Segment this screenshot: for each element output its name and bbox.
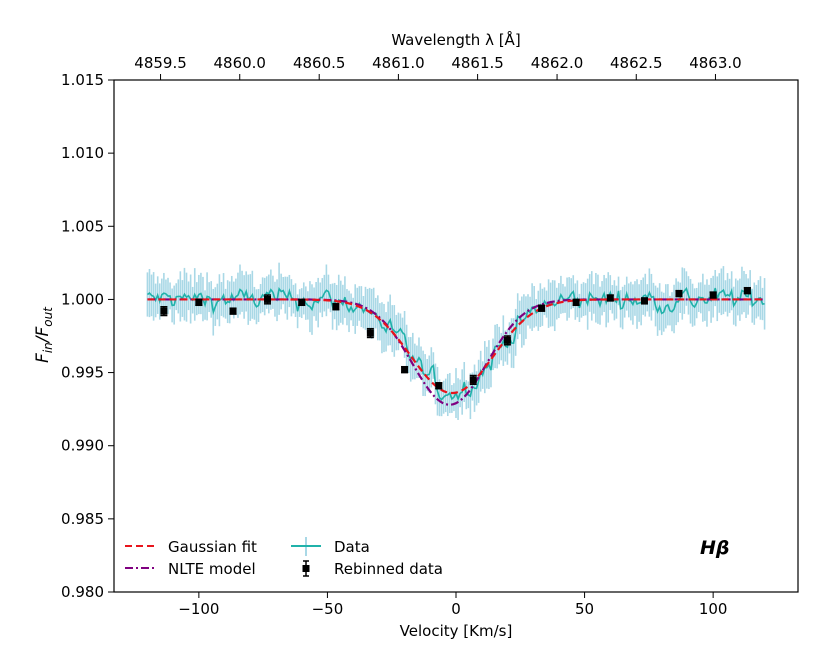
data-errorbars xyxy=(146,262,766,420)
rebinned-point xyxy=(469,376,477,384)
rebinned-point xyxy=(640,297,648,305)
legend-data-label: Data xyxy=(334,538,370,556)
y-axis-label-sub1: in xyxy=(41,342,55,353)
top-x-tick-label: 4860.5 xyxy=(293,54,346,72)
x-tick-label: 0 xyxy=(451,600,461,618)
top-x-tick-label: 4862.0 xyxy=(531,54,584,72)
y-axis-label-sep: / xyxy=(33,334,53,344)
rebinned-point xyxy=(709,291,717,299)
line-annotation: Hβ xyxy=(700,537,730,559)
x-axis-label: Velocity [Km/s] xyxy=(400,622,513,640)
x-tick-label: 100 xyxy=(699,600,728,618)
top-x-tick-label: 4863.0 xyxy=(689,54,742,72)
y-tick-label: 1.015 xyxy=(61,71,104,89)
rebinned-point xyxy=(675,290,683,298)
rebinned-point xyxy=(195,298,203,306)
legend-rebinned-marker xyxy=(302,565,310,572)
rebinned-point xyxy=(229,307,237,315)
top-x-tick-label: 4862.5 xyxy=(610,54,663,72)
rebinned-point xyxy=(743,287,751,295)
y-axis-label-sub2: out xyxy=(41,306,55,327)
rebinned-point xyxy=(572,298,580,306)
y-tick-label: 1.000 xyxy=(61,290,104,308)
y-tick-label: 1.010 xyxy=(61,144,104,162)
rebinned-point xyxy=(332,303,340,311)
y-tick-label: 0.990 xyxy=(61,437,104,455)
rebinned-point xyxy=(503,336,511,344)
rebinned-point xyxy=(435,382,443,390)
legend: Gaussian fit NLTE model Data Rebinned da… xyxy=(125,537,443,578)
rebinned-point xyxy=(160,307,168,315)
rebinned-data xyxy=(160,286,751,390)
rebinned-point xyxy=(298,298,306,306)
x-tick-label: −50 xyxy=(312,600,344,618)
top-x-tick-label: 4861.5 xyxy=(451,54,504,72)
top-x-axis-label: Wavelength λ [Å] xyxy=(391,30,520,49)
y-axis-label: Fin/Fout xyxy=(33,306,55,363)
y-axis-label-main: F xyxy=(33,353,53,363)
rebinned-point xyxy=(538,304,546,312)
legend-nlte-label: NLTE model xyxy=(168,560,256,578)
x-tick-label: 50 xyxy=(575,600,594,618)
y-tick-label: 0.980 xyxy=(61,583,104,601)
y-tick-label: 1.005 xyxy=(61,217,104,235)
rebinned-point xyxy=(264,295,272,303)
top-x-tick-label: 4859.5 xyxy=(134,54,187,72)
gaussian-fit-line xyxy=(147,298,765,395)
rebinned-point xyxy=(606,294,614,302)
y-tick-label: 0.985 xyxy=(61,510,104,528)
x-tick-label: −100 xyxy=(178,600,219,618)
top-x-tick-label: 4861.0 xyxy=(372,54,425,72)
top-x-tick-label: 4860.0 xyxy=(213,54,266,72)
legend-rebinned-label: Rebinned data xyxy=(334,560,443,578)
legend-gaussian-label: Gaussian fit xyxy=(168,538,257,556)
rebinned-point xyxy=(401,366,409,374)
rebinned-point xyxy=(366,329,374,337)
y-axis-label-main-2: F xyxy=(33,326,53,336)
plot-frame xyxy=(113,79,799,593)
y-tick-label: 0.995 xyxy=(61,364,104,382)
